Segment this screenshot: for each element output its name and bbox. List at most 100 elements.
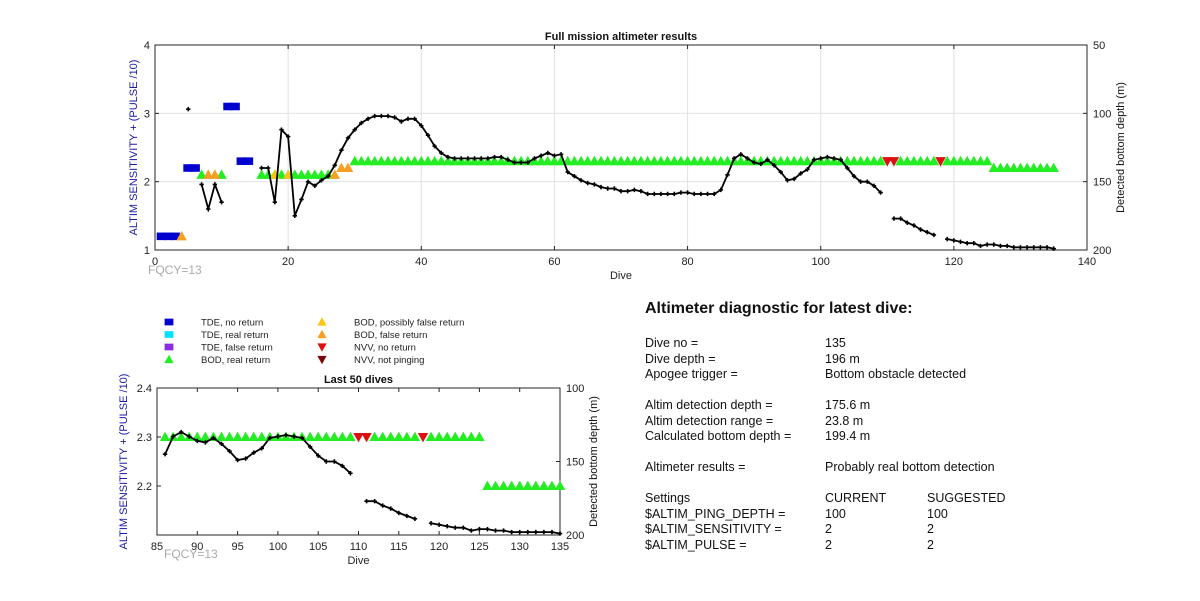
x-tick-label: 85	[151, 541, 163, 553]
depth-point	[718, 187, 724, 193]
depth-point	[898, 216, 903, 221]
depth-point	[469, 528, 474, 533]
depth-point	[638, 189, 644, 194]
calc-depth-label: Calculated bottom depth =	[645, 429, 792, 443]
depth-point	[292, 213, 297, 219]
data-marker	[377, 431, 388, 442]
depth-point	[1031, 245, 1036, 250]
data-marker	[735, 155, 747, 166]
setting-suggested: 2	[927, 522, 934, 536]
legend-marker	[164, 343, 174, 351]
data-marker	[549, 155, 560, 166]
y-tick-label: 2	[144, 177, 150, 189]
depth-point	[552, 153, 557, 158]
data-marker	[256, 169, 267, 179]
data-marker	[396, 155, 407, 166]
depth-point	[324, 459, 329, 464]
depth-point	[765, 157, 770, 162]
data-marker	[236, 157, 247, 165]
altim-range-row: Altim detection range = 23.8 m	[645, 414, 1165, 430]
depth-point	[425, 133, 431, 138]
data-marker	[981, 155, 993, 166]
marker-group	[159, 431, 566, 491]
data-marker	[689, 155, 700, 166]
depth-point	[332, 163, 337, 168]
x-tick-label: 90	[191, 541, 203, 553]
dive-depth-label: Dive depth =	[645, 351, 716, 366]
depth-point	[549, 529, 555, 535]
data-marker	[189, 164, 200, 172]
depth-point	[365, 116, 371, 121]
setting-name: $ALTIM_PULSE =	[645, 537, 747, 552]
data-marker	[385, 431, 396, 442]
last-50-dives-chart: 85 90 95 100 105 110 115 120 125 130 135 2.2 2.3 2.4 1…	[118, 374, 600, 567]
depth-point	[911, 223, 917, 228]
data-marker	[409, 155, 420, 166]
data-marker	[782, 155, 793, 166]
depth-point	[285, 134, 291, 139]
depth-point	[851, 174, 857, 179]
depth-point	[199, 182, 204, 187]
depth-point	[838, 157, 843, 162]
data-marker	[1028, 162, 1039, 173]
data-marker	[682, 155, 693, 166]
depth-point	[831, 156, 837, 161]
depth-point	[758, 161, 763, 167]
y2-tick-label: 200	[566, 530, 584, 542]
depth-point	[299, 197, 304, 202]
depth-point	[385, 113, 391, 119]
data-marker	[382, 155, 394, 166]
x-axis-label: Dive	[347, 555, 369, 567]
depth-point	[405, 116, 411, 121]
legend-label: TDE, false return	[201, 343, 273, 354]
depth-point	[991, 242, 996, 247]
depth-point	[791, 176, 797, 182]
data-marker	[1021, 162, 1033, 173]
depth-point	[931, 232, 937, 238]
data-marker	[450, 431, 461, 442]
data-marker	[595, 155, 607, 166]
depth-point	[332, 459, 337, 464]
settings-row: $ALTIM_PING_DEPTH = 100 100	[645, 507, 1165, 523]
data-marker	[675, 155, 687, 166]
plot-frame	[156, 387, 561, 536]
depth-point	[472, 156, 477, 161]
depth-point	[485, 156, 491, 161]
fqcy-annotation: FQCY=13	[148, 263, 202, 277]
depth-point	[818, 156, 823, 161]
data-marker	[882, 157, 893, 167]
depth-point	[419, 123, 424, 128]
depth-point	[878, 190, 883, 195]
depth-point	[372, 113, 377, 119]
depth-point	[412, 516, 418, 522]
data-marker	[702, 155, 713, 166]
data-marker	[802, 155, 813, 166]
data-marker	[329, 169, 340, 179]
data-marker	[409, 431, 421, 442]
depth-point	[485, 526, 490, 532]
data-marker	[855, 155, 866, 166]
depth-point	[805, 167, 810, 172]
data-marker	[895, 155, 906, 166]
depth-point	[509, 529, 514, 535]
depth-point	[1004, 243, 1010, 249]
depth-point	[275, 434, 281, 439]
data-marker	[216, 431, 227, 442]
data-marker	[708, 155, 720, 166]
data-marker	[296, 169, 307, 179]
y2-tick-label: 100	[566, 383, 584, 395]
depth-point	[964, 240, 970, 246]
depth-point	[453, 525, 458, 530]
depth-point	[404, 513, 410, 519]
data-marker	[232, 431, 243, 442]
y-tick-label: 3	[144, 108, 150, 120]
x-axis-label: Dive	[610, 270, 632, 282]
legend-marker	[317, 317, 327, 326]
data-marker	[495, 155, 507, 166]
data-marker	[922, 155, 933, 166]
depth-point	[379, 113, 384, 119]
results-label: Altimeter results =	[645, 460, 746, 474]
data-marker	[941, 155, 953, 166]
depth-point	[545, 150, 550, 156]
